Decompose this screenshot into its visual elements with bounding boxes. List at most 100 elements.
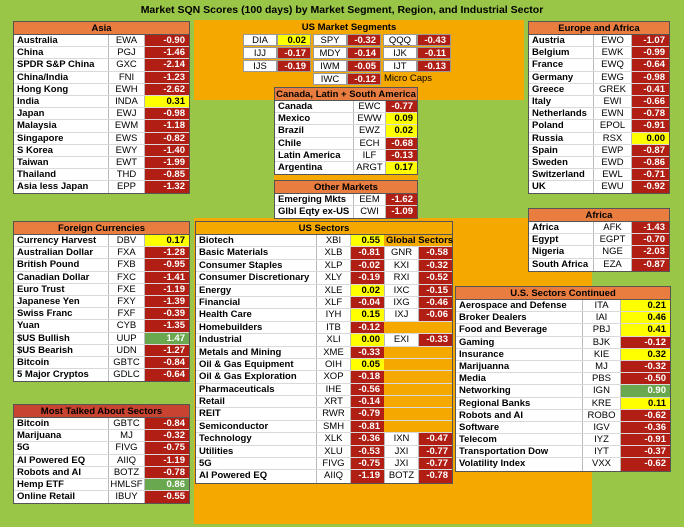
us_continued-header: U.S. Sectors Continued (456, 287, 670, 300)
row-value: -0.37 (620, 446, 670, 458)
row-value: -1.19 (350, 470, 384, 483)
row-name: Australia (17, 35, 58, 46)
table-row: Yuan CYB -1.35 (14, 320, 189, 333)
table-row: SPDR S&P China GXC -2.14 (14, 59, 189, 72)
global-ticker (384, 321, 418, 334)
row-name: Malaysia (17, 120, 57, 132)
row-value: -0.55 (144, 491, 189, 504)
row-name: REIT (199, 408, 221, 420)
row-value: 0.11 (620, 397, 670, 409)
row-ticker: THD (108, 169, 144, 181)
row-ticker: EWZ (353, 125, 385, 137)
table-row: Energy XLE 0.02 IXC -0.15 (196, 284, 452, 297)
table-row: REIT RWR -0.79 (196, 408, 452, 421)
segment-value: -0.19 (277, 60, 311, 72)
us-sectors-header: US Sectors (196, 222, 452, 235)
row-ticker: EWJ (108, 108, 144, 120)
row-value: -0.86 (631, 156, 669, 169)
row-value: 0.86 (144, 478, 189, 491)
table-row: Emerging Mkts EEM -1.62 (275, 194, 417, 207)
table-row: Volatility Index VXX -0.62 (456, 458, 670, 471)
row-value: -0.62 (620, 409, 670, 421)
global-ticker: IXN (384, 433, 418, 445)
row-name: Italy (532, 95, 552, 107)
table-row: Financial XLF -0.04 IXG -0.46 (196, 296, 452, 310)
row-ticker: ITA (582, 300, 620, 312)
table-row: Currency Harvest DBV 0.17 (14, 235, 189, 248)
row-ticker: INDA (108, 95, 144, 108)
segment-value: -0.43 (417, 34, 451, 46)
micro-label: Micro Caps (384, 73, 433, 84)
segment-ticker: SPY (313, 34, 347, 46)
global-value (418, 358, 452, 371)
global-ticker (384, 358, 418, 371)
row-value: -0.78 (631, 108, 669, 120)
row-value: -0.13 (385, 149, 417, 161)
row-value: -2.03 (631, 246, 669, 258)
row-name: Emerging Mkts (278, 194, 347, 205)
row-value: -1.43 (631, 222, 669, 234)
global-value: -0.47 (418, 433, 452, 445)
page-title: Market SQN Scores (100 days) by Market S… (140, 4, 544, 16)
table-row: Euro Trust FXE -1.19 (14, 283, 189, 296)
row-value: -0.75 (144, 442, 189, 454)
row-value: -1.18 (144, 120, 189, 132)
table-row: Japan EWJ -0.98 (14, 108, 189, 121)
row-ticker: UDN (108, 344, 144, 356)
row-ticker: PBJ (582, 324, 620, 336)
row-ticker: XLB (316, 247, 350, 259)
table-row: Networking IGN 0.90 (456, 385, 670, 398)
table-row: Homebuilders ITB -0.12 (196, 321, 452, 335)
row-value: 0.55 (350, 235, 384, 247)
table-row: Australian Dollar FXA -1.28 (14, 247, 189, 260)
table-row: Media PBS -0.50 (456, 373, 670, 386)
row-name: Sweden (532, 156, 568, 168)
asia-header: Asia (14, 22, 189, 35)
row-value: -0.79 (350, 408, 384, 420)
row-name: Consumer Discretionary (199, 272, 310, 284)
row-name: Media (459, 373, 486, 385)
row-name: 5 Major Cryptos (17, 369, 89, 381)
table-row: Insurance KIE 0.32 (456, 348, 670, 361)
table-row: Software IGV -0.36 (456, 421, 670, 435)
micro-value: -0.12 (347, 73, 381, 85)
table-row: Argentina ARGT 0.17 (275, 161, 417, 175)
row-ticker: EPP (108, 181, 144, 194)
row-value: -0.12 (350, 321, 384, 334)
row-value: -0.95 (144, 259, 189, 271)
row-ticker: NGE (593, 246, 631, 258)
table-row: Canadian Dollar FXC -1.41 (14, 271, 189, 284)
table-row: Health Care IYH 0.15 IXJ -0.06 (196, 309, 452, 322)
row-name: Retail (199, 396, 225, 408)
row-ticker: ROBO (582, 409, 620, 421)
row-value: -0.56 (350, 383, 384, 396)
table-row: Glbl Eqty ex-US CWI -1.09 (275, 206, 417, 219)
segment-ticker: IJK (383, 47, 417, 59)
row-ticker: EPOL (593, 120, 631, 132)
row-value: -1.19 (144, 454, 189, 466)
europe-header: Europe and Africa (529, 22, 669, 35)
row-name: Telecom (459, 434, 497, 446)
row-name: Africa (532, 222, 559, 233)
table-row: Biotech XBI 0.55 (196, 235, 452, 248)
row-ticker: CWI (353, 206, 385, 219)
row-name: Spain (532, 144, 558, 156)
row-ticker: IYT (582, 446, 620, 458)
global-value: -0.58 (418, 247, 452, 259)
row-value: 0.09 (385, 113, 417, 125)
table-row: Industrial XLI 0.00 EXI -0.33 (196, 334, 452, 347)
row-name: South Africa (532, 258, 589, 270)
row-ticker: ITB (316, 321, 350, 334)
table-row: Africa AFK -1.43 (529, 222, 669, 235)
row-name: Canada (278, 101, 313, 112)
row-name: Health Care (199, 309, 252, 321)
row-ticker: GREK (593, 83, 631, 95)
row-value: -0.32 (144, 430, 189, 442)
row-ticker: GDLC (108, 369, 144, 382)
row-value: -1.07 (631, 35, 669, 47)
row-name: Germany (532, 71, 574, 83)
row-name: Euro Trust (17, 283, 65, 295)
row-name: Technology (199, 433, 252, 445)
row-name: Marijuana (17, 430, 62, 442)
row-ticker: BOTZ (108, 466, 144, 478)
